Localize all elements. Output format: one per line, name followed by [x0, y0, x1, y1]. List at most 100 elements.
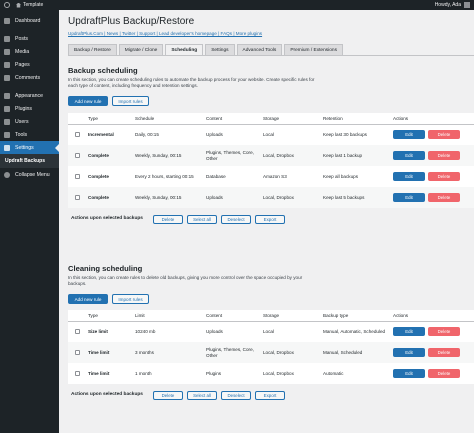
row-checkbox[interactable] — [75, 329, 80, 335]
appearance-icon — [4, 92, 10, 99]
delete-button[interactable]: Delete — [428, 348, 460, 357]
delete-button[interactable]: Delete — [428, 130, 460, 140]
column-header: Backup type — [321, 310, 391, 322]
cleaning-bulk-deselect-button[interactable]: Deselect — [221, 391, 251, 400]
content-cell: Plugins, Themes, Core, Other — [204, 145, 261, 166]
sidebar-item-label: Pages — [15, 61, 30, 68]
plugin-links[interactable]: UpdraftPlus.Com | News | Twitter | Suppo… — [68, 31, 263, 36]
type-cell: Time limit — [86, 342, 133, 363]
sidebar-item-label: Appearance — [15, 92, 43, 99]
row-checkbox[interactable] — [75, 174, 80, 179]
tab-backup-restore[interactable]: Backup / Restore — [68, 44, 117, 55]
site-name: Template — [23, 2, 44, 8]
backup-add-rule-button[interactable]: Add new rule — [68, 96, 108, 106]
sidebar-item-pages[interactable]: Pages — [0, 58, 59, 71]
retention-cell: Keep last 30 backups — [323, 131, 367, 137]
row-checkbox[interactable] — [75, 350, 80, 355]
cleaning-bulk-delete-button[interactable]: Delete — [153, 391, 183, 400]
backup-import-rules-button[interactable]: Import rules — [112, 96, 149, 106]
sidebar-item-appearance[interactable]: Appearance — [0, 89, 59, 102]
header-checkbox-cell — [68, 310, 86, 322]
backup-bulk-export-button[interactable]: Export — [255, 215, 285, 224]
row-checkbox[interactable] — [75, 371, 80, 376]
edit-button[interactable]: Edit — [393, 172, 425, 181]
cleaning-bulk-export-button[interactable]: Export — [255, 391, 285, 400]
edit-button[interactable]: Edit — [393, 327, 425, 337]
sidebar-item-settings[interactable]: Settings — [0, 141, 59, 154]
edit-button[interactable]: Edit — [393, 151, 425, 160]
delete-button[interactable]: Delete — [428, 193, 460, 202]
type-cell: Complete — [86, 145, 133, 166]
site-name-link[interactable]: Template — [16, 2, 43, 8]
tab-migrate-clone[interactable]: Migrate / Clone — [118, 44, 164, 55]
edit-button[interactable]: Edit — [393, 193, 425, 202]
sidebar-item-label: Settings — [15, 144, 34, 151]
table-row: Complete Weekly, Sunday, 00:15 Uploads L… — [68, 187, 474, 208]
tabs-divider — [68, 55, 474, 56]
edit-button[interactable]: Edit — [393, 369, 425, 378]
sidebar-item-comments[interactable]: Comments — [0, 71, 59, 84]
cleaning-scheduling-title: Cleaning scheduling — [68, 264, 143, 273]
cleaning-import-rules-button[interactable]: Import rules — [112, 294, 149, 304]
howdy-text: Howdy, Ada — [434, 2, 461, 8]
backup-type-cell: Automatic — [323, 370, 344, 376]
backup-scheduling-title: Backup scheduling — [68, 66, 138, 75]
tab-premium-extensions[interactable]: Premium / Extensions — [284, 44, 343, 55]
limit-cell: 10240 mb — [135, 328, 156, 334]
column-header: Type — [86, 113, 133, 125]
backup-bulk-deselect-button[interactable]: Deselect — [221, 215, 251, 224]
row-checkbox[interactable] — [75, 195, 80, 200]
users-icon — [4, 118, 10, 125]
retention-cell: Keep all backups — [323, 173, 358, 179]
delete-button[interactable]: Delete — [428, 151, 460, 160]
limit-cell: 3 months — [133, 342, 204, 363]
sidebar-item-users[interactable]: Users — [0, 115, 59, 128]
sidebar-item-label: Users — [15, 118, 29, 125]
delete-button[interactable]: Delete — [428, 369, 460, 378]
home-icon — [16, 2, 21, 8]
retention-cell: Keep last 1 backup — [321, 145, 391, 166]
backup-bulk-delete-button[interactable]: Delete — [153, 215, 183, 224]
admin-sidebar: Dashboard Posts Media Pages Comments App… — [0, 10, 59, 433]
content-cell: Database — [206, 173, 226, 179]
delete-button[interactable]: Delete — [428, 172, 460, 181]
sidebar-item-dashboard[interactable]: Dashboard — [0, 14, 59, 27]
delete-button[interactable]: Delete — [428, 327, 460, 337]
sidebar-item-label: Comments — [15, 74, 41, 81]
comments-icon — [4, 74, 10, 81]
user-menu[interactable]: Howdy, Ada — [435, 2, 470, 8]
row-checkbox[interactable] — [75, 132, 80, 138]
cleaning-add-rule-button[interactable]: Add new rule — [68, 294, 108, 304]
column-header: Schedule — [133, 113, 204, 125]
tools-icon — [4, 131, 10, 138]
tab-scheduling[interactable]: Scheduling — [165, 44, 204, 56]
backup-bulk-select-all-button[interactable]: Select all — [187, 215, 217, 224]
schedule-cell: Daily, 00:15 — [135, 131, 159, 137]
type-cell: Complete — [86, 187, 133, 208]
sidebar-item-tools[interactable]: Tools — [0, 128, 59, 141]
sidebar-item-posts[interactable]: Posts — [0, 32, 59, 45]
sidebar-item-plugins[interactable]: Plugins — [0, 102, 59, 115]
plugins-icon — [4, 105, 10, 112]
dashboard-icon — [4, 17, 10, 24]
tab-settings[interactable]: Settings — [205, 44, 235, 55]
storage-cell: Local — [263, 328, 274, 334]
edit-button[interactable]: Edit — [393, 348, 425, 357]
limit-cell: 1 month — [135, 370, 152, 376]
table-row: Time limit 1 month Plugins Local, Dropbo… — [68, 363, 474, 384]
edit-button[interactable]: Edit — [393, 130, 425, 140]
collapse-menu-label: Collapse Menu — [15, 171, 50, 178]
tab-advanced-tools[interactable]: Advanced Tools — [236, 44, 283, 55]
column-header: Actions — [391, 310, 474, 322]
collapse-icon — [4, 171, 10, 178]
actions-cell: Edit Delete — [391, 124, 474, 145]
sidebar-item-label: Media — [15, 48, 30, 55]
sidebar-item-media[interactable]: Media — [0, 45, 59, 58]
cleaning-bulk-select-all-button[interactable]: Select all — [187, 391, 217, 400]
submenu-item-updraft-backups[interactable]: Updraft Backups — [5, 157, 46, 164]
collapse-menu-button[interactable]: Collapse Menu — [0, 168, 59, 181]
wordpress-logo-icon[interactable] — [0, 0, 14, 10]
row-checkbox[interactable] — [75, 153, 80, 158]
header-checkbox-cell — [68, 113, 86, 125]
admin-bar: Template Howdy, Ada — [0, 0, 474, 10]
